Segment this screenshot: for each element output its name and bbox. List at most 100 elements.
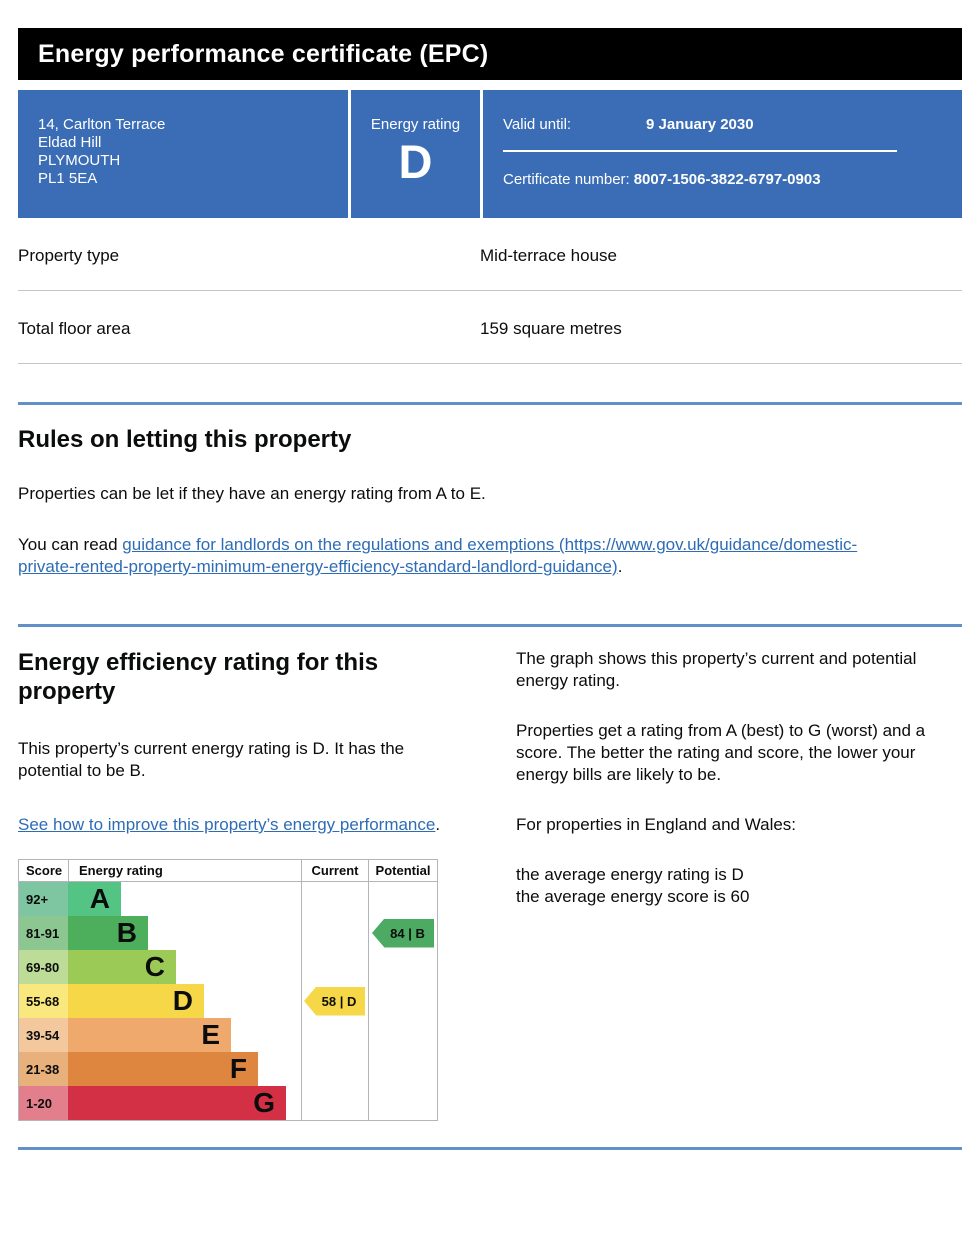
potential-column-cell	[368, 882, 437, 916]
band-bar-d: D	[68, 984, 204, 1018]
chart-col-potential: Potential	[368, 860, 437, 881]
band-bar-b: B	[68, 916, 148, 950]
bottom-spacer	[18, 1150, 962, 1212]
band-bar-c: C	[68, 950, 176, 984]
potential-column-cell	[368, 1086, 437, 1120]
property-type-value: Mid-terrace house	[480, 246, 618, 265]
certificate-banner: 14, Carlton Terrace Eldad Hill PLYMOUTH …	[18, 90, 962, 218]
band-score-range: 21-38	[19, 1052, 68, 1086]
band-score-range: 39-54	[19, 1018, 68, 1052]
energy-rating-value: D	[398, 135, 433, 188]
chart-band-row-g: 1-20 G	[19, 1086, 437, 1120]
band-bar-g: G	[68, 1086, 286, 1120]
band-score-range: 81-91	[19, 916, 68, 950]
valid-until-label: Valid until:	[503, 116, 572, 133]
chart-band-row-b: 81-91 B 84 | B	[19, 916, 437, 950]
improve-link-suffix: .	[435, 815, 441, 834]
band-bar-a: A	[68, 882, 121, 916]
band-bar-f: F	[68, 1052, 258, 1086]
epc-chart-header: Score Energy rating Current Potential	[19, 860, 437, 882]
band-bar-cell: E	[68, 1018, 301, 1052]
england-wales-intro: For properties in England and Wales:	[516, 815, 797, 834]
improve-performance-link[interactable]: See how to improve this property’s energ…	[18, 815, 436, 834]
certificate-number-value: 8007-1506-3822-6797-0903	[633, 171, 821, 188]
address-line: Eldad Hill	[38, 134, 102, 151]
current-column-cell	[301, 1086, 368, 1120]
rating-right-column: The graph shows this property’s current …	[516, 648, 962, 1121]
band-bar-e: E	[68, 1018, 231, 1052]
band-bar-cell: B	[68, 916, 301, 950]
floor-area-value: 159 square metres	[480, 319, 622, 338]
current-column-cell	[301, 1018, 368, 1052]
valid-until-value: 9 January 2030	[646, 116, 754, 133]
rating-heading: Energy efficiency rating for this proper…	[18, 649, 379, 705]
chart-col-energy-rating: Energy rating	[68, 860, 301, 881]
current-column-cell	[301, 882, 368, 916]
address-line: 14, Carlton Terrace	[38, 116, 166, 133]
section-divider	[18, 624, 962, 627]
property-address: 14, Carlton Terrace Eldad Hill PLYMOUTH …	[18, 90, 348, 218]
epc-chart-body: 92+ A 81-91 B 84 | B 69-80 C 55-68 D 58 | D 39-54 E…	[19, 882, 437, 1120]
chart-col-current: Current	[301, 860, 368, 881]
potential-rating-arrow: 84 | B	[372, 918, 434, 948]
section-divider	[18, 402, 962, 405]
band-score-range: 1-20	[19, 1086, 68, 1120]
band-bar-cell: A	[68, 882, 301, 916]
rating-section: Energy efficiency rating for this proper…	[18, 648, 962, 1121]
energy-rating-label: Energy rating	[370, 116, 461, 133]
band-score-range: 69-80	[19, 950, 68, 984]
page-title: Energy performance certificate (EPC)	[38, 39, 489, 68]
rules-heading: Rules on letting this property	[18, 426, 352, 453]
current-rating-arrow: 58 | D	[304, 986, 365, 1016]
potential-column-cell	[368, 1052, 437, 1086]
floor-area-label: Total floor area	[18, 319, 131, 338]
current-column-cell	[301, 1052, 368, 1086]
rating-intro: This property’s current energy rating is…	[18, 739, 405, 780]
potential-column-cell	[368, 984, 437, 1018]
improve-link-paragraph: See how to improve this property’s energ…	[18, 814, 450, 836]
section-divider	[18, 1147, 962, 1150]
certificate-number-label: Certificate number:	[503, 171, 630, 188]
rules-link-paragraph: You can read guidance for landlords on t…	[18, 534, 898, 578]
band-bar-cell: F	[68, 1052, 301, 1086]
epc-chart: Score Energy rating Current Potential 92…	[18, 859, 438, 1121]
chart-band-row-d: 55-68 D 58 | D	[19, 984, 437, 1018]
potential-column-cell	[368, 950, 437, 984]
rating-explanation: Properties get a rating from A (best) to…	[516, 721, 926, 784]
banner-divider	[480, 90, 483, 218]
rules-section: Rules on letting this property Propertie…	[18, 426, 962, 578]
chart-band-row-c: 69-80 C	[19, 950, 437, 984]
band-score-range: 55-68	[19, 984, 68, 1018]
page-title-bar: Energy performance certificate (EPC)	[18, 28, 962, 80]
band-bar-cell: C	[68, 950, 301, 984]
certificate-number-row: Certificate number: 8007-1506-3822-6797-0…	[503, 171, 942, 188]
band-bar-cell: G	[68, 1086, 301, 1120]
chart-band-row-e: 39-54 E	[19, 1018, 437, 1052]
average-rating-line: the average energy rating is D	[516, 865, 744, 884]
landlord-guidance-link[interactable]: guidance for landlords on the regulation…	[18, 535, 858, 576]
banner-rule	[503, 150, 897, 152]
chart-col-score: Score	[26, 863, 63, 878]
property-type-label: Property type	[18, 246, 120, 265]
rules-paragraph: Properties can be let if they have an en…	[18, 484, 486, 503]
energy-rating-box: Energy rating D	[351, 90, 480, 218]
current-column-cell: 58 | D	[301, 984, 368, 1018]
address-line: PL1 5EA	[38, 170, 98, 187]
rules-link-suffix: .	[617, 557, 623, 576]
address-line: PLYMOUTH	[38, 152, 121, 169]
band-bar-cell: D	[68, 984, 301, 1018]
potential-column-cell: 84 | B	[368, 916, 437, 950]
floor-area-row: Total floor area 159 square metres	[18, 291, 962, 364]
average-score-line: the average energy score is 60	[516, 887, 750, 906]
epc-page: Energy performance certificate (EPC) 14,…	[18, 0, 962, 1212]
average-values: the average energy rating is D the avera…	[516, 864, 962, 908]
property-type-row: Property type Mid-terrace house	[18, 218, 962, 291]
band-score-range: 92+	[19, 882, 68, 916]
rules-link-prefix: You can read	[18, 535, 123, 554]
potential-column-cell	[368, 1018, 437, 1052]
valid-until-row: Valid until: 9 January 2030	[503, 116, 942, 133]
current-column-cell	[301, 950, 368, 984]
chart-band-row-a: 92+ A	[19, 882, 437, 916]
chart-band-row-f: 21-38 F	[19, 1052, 437, 1086]
graph-description: The graph shows this property’s current …	[516, 649, 917, 690]
